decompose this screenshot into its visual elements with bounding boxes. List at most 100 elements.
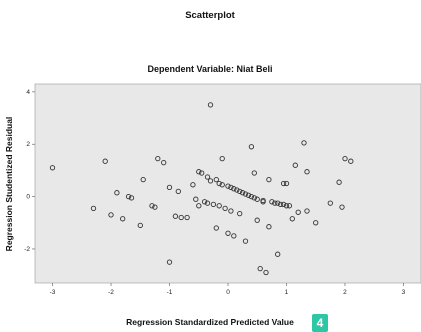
scatter-point bbox=[242, 238, 249, 244]
scatter-point bbox=[254, 217, 260, 223]
x-tick-label: 0 bbox=[226, 289, 230, 296]
y-tick-label: 2 bbox=[26, 141, 30, 148]
scatter-point bbox=[172, 213, 179, 219]
scatter-point bbox=[155, 155, 161, 162]
scatter-point bbox=[184, 214, 190, 221]
x-tick-label: 1 bbox=[285, 289, 289, 296]
scatter-point bbox=[210, 201, 217, 208]
scatter-point bbox=[263, 269, 269, 276]
scatter-point bbox=[196, 169, 202, 175]
scatter-point bbox=[266, 224, 272, 230]
scatter-point bbox=[219, 155, 225, 162]
y-axis-label: Regression Studentized Residual bbox=[4, 117, 14, 252]
x-tick-label: 3 bbox=[402, 289, 406, 296]
scatter-point bbox=[275, 200, 281, 206]
scatter-point bbox=[228, 184, 234, 191]
scatter-point bbox=[237, 210, 243, 217]
scatter-point bbox=[213, 225, 219, 231]
scatter-point bbox=[114, 190, 120, 196]
scatter-point bbox=[272, 200, 278, 206]
scatter-point bbox=[216, 203, 222, 209]
scatter-point bbox=[260, 199, 266, 205]
scatter-point bbox=[280, 180, 287, 187]
scatter-point bbox=[286, 203, 293, 209]
scatter-point bbox=[149, 203, 155, 209]
scatter-point bbox=[225, 183, 231, 189]
scatter-point bbox=[280, 201, 287, 208]
scatter-point bbox=[289, 216, 295, 222]
scatter-point bbox=[204, 174, 211, 180]
scatter-point bbox=[304, 169, 310, 175]
x-tick-label: -1 bbox=[167, 289, 173, 296]
scatter-point bbox=[216, 180, 222, 187]
scatter-point bbox=[178, 214, 184, 221]
scatter-point bbox=[102, 158, 108, 164]
scatter-point bbox=[269, 199, 275, 205]
x-tick-label: -3 bbox=[50, 289, 56, 296]
scatter-point bbox=[292, 162, 298, 168]
scatter-point bbox=[207, 102, 214, 108]
scatter-point bbox=[339, 204, 345, 210]
scatter-point bbox=[196, 203, 202, 209]
scatter-point bbox=[231, 233, 237, 239]
scatter-point bbox=[219, 182, 225, 188]
scatter-point bbox=[140, 176, 146, 183]
scatter-point bbox=[228, 208, 234, 214]
scatter-point bbox=[295, 209, 301, 215]
scatter-point bbox=[275, 251, 281, 257]
scatter-point bbox=[49, 165, 56, 171]
scatter-point bbox=[251, 170, 257, 176]
scatter-point bbox=[266, 176, 272, 183]
scatter-point bbox=[190, 182, 196, 188]
scatter-point bbox=[301, 140, 307, 146]
scatter-point bbox=[125, 193, 132, 200]
scatter-point bbox=[283, 180, 290, 187]
y-tick-label: -2 bbox=[24, 246, 30, 253]
scatter-point bbox=[207, 178, 214, 184]
scatter-point bbox=[277, 201, 284, 208]
scatter-point bbox=[152, 204, 158, 210]
scatter-point bbox=[204, 200, 211, 206]
scatter-point bbox=[248, 193, 255, 200]
scatter-point bbox=[166, 259, 173, 265]
scatter-point bbox=[248, 144, 255, 150]
scatter-point bbox=[348, 158, 354, 164]
scatter-point bbox=[254, 196, 260, 202]
x-axis-label: Regression Standardized Predicted Value bbox=[126, 317, 294, 327]
chart-subtitle: Dependent Variable: Niat Beli bbox=[147, 64, 272, 74]
scatter-point bbox=[128, 195, 135, 201]
scatter-point bbox=[231, 186, 237, 192]
scatter-point bbox=[137, 222, 143, 229]
scatter-point bbox=[242, 191, 249, 197]
scatter-point bbox=[237, 188, 243, 195]
scatter-point bbox=[213, 176, 219, 183]
scatter-point bbox=[239, 190, 246, 196]
x-tick-label: -2 bbox=[108, 289, 114, 296]
scatter-point bbox=[225, 230, 231, 236]
x-axis: -3 -2 -1 0 1 2 3 bbox=[50, 283, 406, 296]
scatter-point bbox=[327, 200, 333, 206]
scatter-point bbox=[175, 188, 181, 195]
scatter-point bbox=[108, 212, 114, 218]
scatter-point bbox=[201, 199, 208, 205]
data-points bbox=[49, 102, 354, 276]
scatter-point bbox=[245, 192, 252, 198]
scatter-point bbox=[234, 187, 240, 193]
scatter-point bbox=[304, 208, 310, 214]
scatter-point bbox=[90, 205, 97, 212]
y-tick-label: 4 bbox=[26, 89, 30, 96]
scatter-point bbox=[193, 196, 199, 202]
scatter-point bbox=[251, 195, 257, 201]
y-tick-label: 0 bbox=[26, 194, 30, 201]
scatter-point bbox=[283, 203, 290, 209]
scatter-point bbox=[222, 205, 228, 212]
scatter-point bbox=[257, 265, 263, 272]
page-badge: 4 bbox=[312, 314, 328, 332]
scatter-point bbox=[120, 216, 126, 222]
scatter-point bbox=[199, 170, 205, 176]
chart-title: Scatterplot bbox=[185, 10, 235, 21]
scatter-point bbox=[342, 155, 348, 162]
scatter-point bbox=[161, 159, 167, 166]
x-tick-label: 2 bbox=[343, 289, 347, 296]
